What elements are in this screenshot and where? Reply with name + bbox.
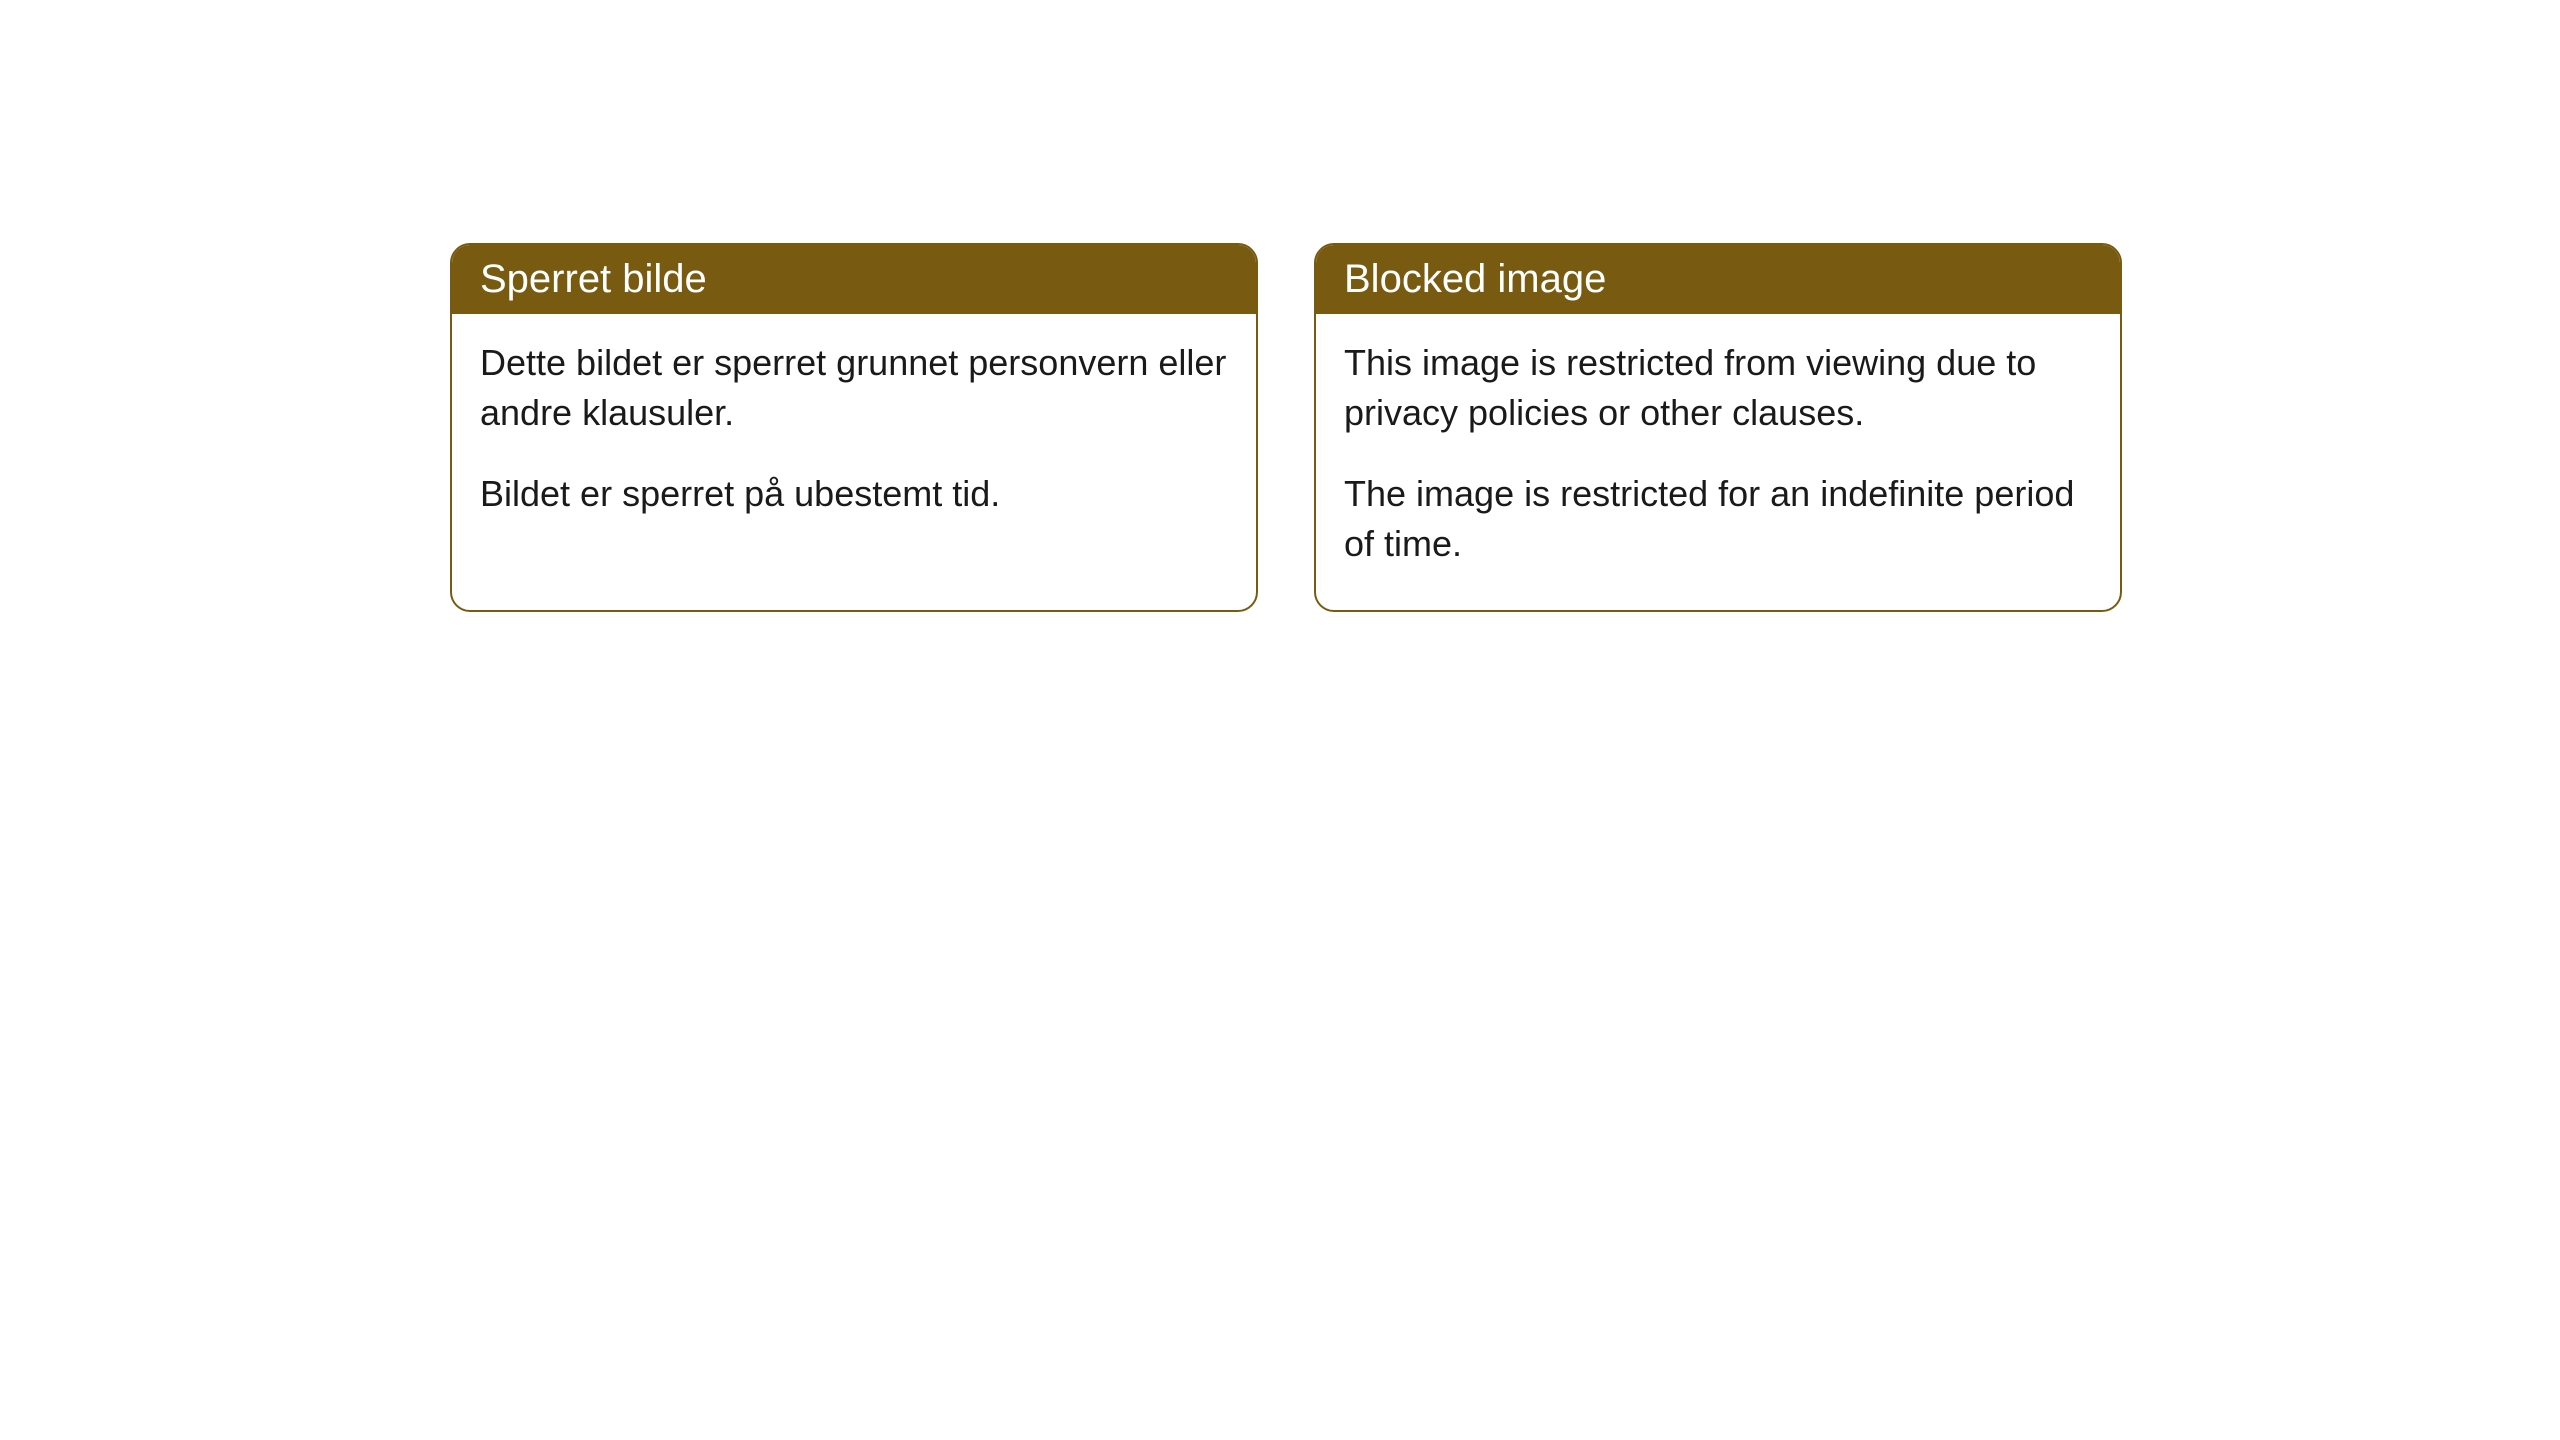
notice-text-2: Bildet er sperret på ubestemt tid.	[480, 469, 1228, 519]
notice-cards-container: Sperret bilde Dette bildet er sperret gr…	[0, 0, 2560, 612]
card-body-norwegian: Dette bildet er sperret grunnet personve…	[452, 314, 1256, 559]
card-body-english: This image is restricted from viewing du…	[1316, 314, 2120, 610]
card-header-english: Blocked image	[1316, 245, 2120, 314]
card-title: Sperret bilde	[480, 257, 707, 301]
blocked-image-card-english: Blocked image This image is restricted f…	[1314, 243, 2122, 612]
blocked-image-card-norwegian: Sperret bilde Dette bildet er sperret gr…	[450, 243, 1258, 612]
notice-text-1: This image is restricted from viewing du…	[1344, 338, 2092, 439]
notice-text-2: The image is restricted for an indefinit…	[1344, 469, 2092, 570]
card-header-norwegian: Sperret bilde	[452, 245, 1256, 314]
card-title: Blocked image	[1344, 257, 1606, 301]
notice-text-1: Dette bildet er sperret grunnet personve…	[480, 338, 1228, 439]
